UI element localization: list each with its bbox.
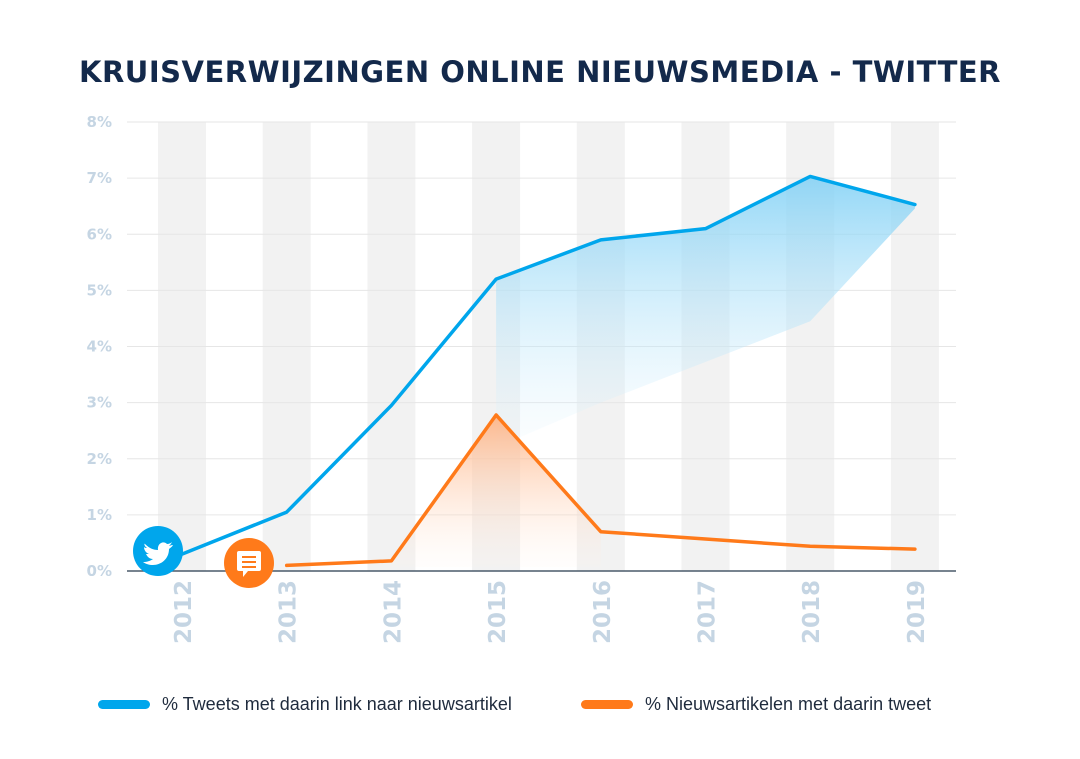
y-tick-label: 7% bbox=[87, 169, 112, 187]
article-text-line bbox=[242, 556, 256, 558]
y-tick-label: 2% bbox=[87, 450, 112, 468]
y-tick-label: 0% bbox=[87, 562, 112, 580]
x-tick-label: 2017 bbox=[695, 580, 721, 644]
news-article-speech-bubble-icon bbox=[224, 538, 274, 588]
y-tick-label: 1% bbox=[87, 506, 112, 524]
legend-swatch-articles bbox=[581, 699, 633, 709]
twitter-bird-icon bbox=[133, 526, 183, 576]
x-tick-label: 2012 bbox=[171, 580, 197, 644]
series-icons bbox=[133, 526, 274, 588]
area-fill-tweets bbox=[496, 176, 915, 448]
legend: % Tweets met daarin link naar nieuwsarti… bbox=[98, 690, 998, 718]
legend-swatch-tweets bbox=[98, 699, 150, 709]
chart-title: KRUISVERWIJZINGEN ONLINE NIEUWSMEDIA - T… bbox=[78, 55, 1002, 89]
series-line-articles bbox=[284, 413, 917, 568]
x-tick-label: 2013 bbox=[276, 580, 302, 644]
area-fill-articles bbox=[391, 414, 601, 567]
legend-label-articles: % Nieuwsartikelen met daarin tweet bbox=[645, 693, 932, 714]
x-tick-label: 2015 bbox=[485, 580, 511, 644]
y-tick-label: 5% bbox=[87, 281, 112, 299]
series-lines bbox=[180, 174, 917, 568]
y-tick-label: 3% bbox=[87, 394, 112, 412]
legend-label-tweets: % Tweets met daarin link naar nieuwsarti… bbox=[162, 693, 512, 714]
legend-item-tweets: % Tweets met daarin link naar nieuwsarti… bbox=[98, 690, 512, 718]
legend-item-articles: % Nieuwsartikelen met daarin tweet bbox=[581, 690, 931, 718]
y-tick-label: 8% bbox=[87, 113, 112, 131]
x-tick-label: 2016 bbox=[590, 580, 616, 644]
series-line-tweets bbox=[180, 174, 917, 556]
x-tick-label: 2014 bbox=[380, 580, 406, 644]
area-fills bbox=[391, 176, 915, 567]
article-text-line bbox=[242, 561, 256, 563]
y-axis-ticks: 0% 1% 2% 3% 4% 5% 6% 7% 8% bbox=[87, 113, 112, 580]
x-axis-ticks: 2012 2013 2014 2015 2016 2017 2018 2019 bbox=[171, 580, 930, 644]
x-tick-label: 2019 bbox=[904, 580, 930, 644]
y-tick-label: 4% bbox=[87, 338, 112, 356]
twitter-bird-shape bbox=[143, 542, 173, 565]
article-text-line bbox=[242, 566, 256, 568]
x-tick-label: 2018 bbox=[799, 580, 825, 644]
y-tick-label: 6% bbox=[87, 225, 112, 243]
